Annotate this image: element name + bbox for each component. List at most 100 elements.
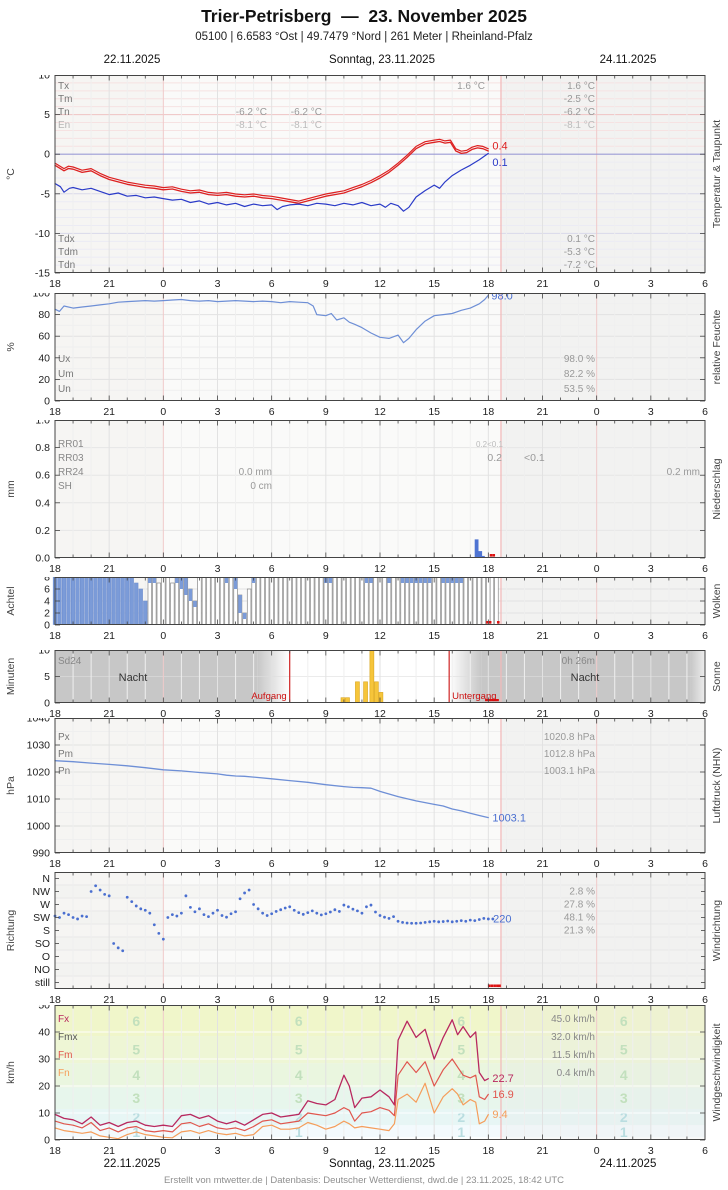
svg-text:Tdm: Tdm [58, 247, 78, 258]
svg-text:6: 6 [702, 406, 708, 418]
svg-text:0.1: 0.1 [492, 157, 507, 169]
svg-text:10: 10 [38, 650, 50, 657]
svg-text:0: 0 [160, 563, 166, 575]
svg-text:21: 21 [537, 994, 549, 1006]
svg-text:98.0: 98.0 [491, 293, 512, 302]
svg-text:0: 0 [594, 1145, 600, 1157]
svg-text:18: 18 [482, 563, 494, 575]
svg-text:Um: Um [58, 369, 74, 380]
svg-text:12: 12 [374, 563, 386, 575]
svg-text:still: still [35, 977, 50, 989]
svg-text:40: 40 [38, 1027, 50, 1039]
svg-text:12: 12 [374, 630, 386, 642]
svg-text:3: 3 [648, 708, 654, 720]
svg-text:0: 0 [594, 563, 600, 575]
svg-text:15: 15 [428, 994, 440, 1006]
svg-text:0: 0 [44, 620, 50, 632]
svg-text:1: 1 [295, 1124, 303, 1140]
svg-text:Tn: Tn [58, 107, 70, 118]
svg-text:0: 0 [594, 278, 600, 290]
svg-text:18: 18 [49, 563, 61, 575]
svg-text:2: 2 [457, 1109, 465, 1125]
svg-text:18: 18 [49, 278, 61, 290]
svg-text:Fn: Fn [58, 1068, 70, 1079]
svg-text:Tx: Tx [58, 81, 69, 92]
panel-pressure: Px 1020.8 hPa Pm 1012.8 hPa Pn 1003.1 hPa 1003… [5, 718, 723, 870]
date-right-top: 24.11.2025 [599, 54, 657, 66]
svg-text:18: 18 [482, 406, 494, 418]
svg-text:21: 21 [537, 858, 549, 870]
svg-text:15: 15 [428, 1145, 440, 1157]
svg-text:0: 0 [160, 278, 166, 290]
svg-text:S: S [43, 925, 50, 937]
svg-text:9: 9 [323, 708, 329, 720]
svg-text:W: W [40, 899, 50, 911]
svg-text:Tdx: Tdx [58, 234, 75, 245]
svg-text:0: 0 [44, 698, 50, 710]
svg-text:21: 21 [103, 278, 115, 290]
svg-text:4: 4 [295, 1067, 303, 1083]
svg-text:1012.8 hPa: 1012.8 hPa [544, 749, 596, 760]
svg-text:km/h: km/h [5, 1061, 17, 1084]
svg-text:3: 3 [648, 278, 654, 290]
svg-text:Fx: Fx [58, 1014, 69, 1025]
svg-text:0: 0 [594, 630, 600, 642]
svg-text:Fmx: Fmx [58, 1032, 77, 1043]
svg-text:Nacht: Nacht [119, 672, 148, 684]
svg-text:0.0: 0.0 [35, 553, 50, 565]
svg-text:30: 30 [38, 1054, 50, 1066]
svg-text:0: 0 [594, 708, 600, 720]
svg-text:18: 18 [49, 406, 61, 418]
svg-text:1.6 °C: 1.6 °C [567, 81, 595, 92]
svg-text:10: 10 [38, 75, 50, 82]
svg-text:20: 20 [38, 1081, 50, 1093]
svg-text:N: N [42, 873, 50, 885]
svg-text:0: 0 [44, 1135, 50, 1147]
svg-text:3: 3 [648, 563, 654, 575]
svg-text:1040: 1040 [27, 718, 51, 725]
svg-text:5: 5 [457, 1042, 465, 1058]
svg-text:48.1 %: 48.1 % [564, 913, 595, 924]
svg-text:Pn: Pn [58, 766, 70, 777]
svg-text:9: 9 [323, 994, 329, 1006]
svg-text:relative Feuchte: relative Feuchte [711, 309, 723, 384]
svg-text:80: 80 [38, 309, 50, 321]
svg-text:Temperatur & Taupunkt: Temperatur & Taupunkt [711, 120, 723, 228]
svg-text:NW: NW [33, 886, 51, 898]
svg-text:9: 9 [323, 406, 329, 418]
svg-text:2: 2 [132, 1109, 140, 1125]
svg-text:1: 1 [620, 1124, 628, 1140]
svg-text:15: 15 [428, 563, 440, 575]
svg-text:21.3 %: 21.3 % [564, 926, 595, 937]
svg-text:1.0: 1.0 [35, 420, 50, 427]
svg-text:-10: -10 [35, 228, 50, 240]
svg-text:-8.1 °C: -8.1 °C [564, 120, 595, 131]
svg-text:53.5 %: 53.5 % [564, 384, 595, 395]
svg-text:11.5 km/h: 11.5 km/h [552, 1050, 595, 1061]
svg-text:Fm: Fm [58, 1050, 72, 1061]
svg-text:40: 40 [38, 352, 50, 364]
svg-text:20: 20 [38, 374, 50, 386]
svg-text:0.2: 0.2 [487, 452, 502, 464]
svg-text:18: 18 [482, 1145, 494, 1157]
svg-text:21: 21 [103, 406, 115, 418]
svg-text:3: 3 [457, 1090, 465, 1106]
svg-text:1: 1 [457, 1124, 465, 1140]
svg-text:18: 18 [49, 708, 61, 720]
svg-text:5: 5 [44, 109, 50, 121]
svg-text:-7.2 °C: -7.2 °C [564, 260, 595, 271]
svg-text:15: 15 [428, 278, 440, 290]
svg-text:Windrichtung: Windrichtung [711, 900, 723, 961]
svg-text:27.8 %: 27.8 % [564, 900, 595, 911]
svg-text:6: 6 [269, 858, 275, 870]
svg-text:4: 4 [457, 1067, 465, 1083]
svg-text:°C: °C [5, 168, 17, 180]
svg-text:6: 6 [702, 630, 708, 642]
svg-text:22.7: 22.7 [492, 1073, 513, 1085]
svg-text:NO: NO [34, 964, 50, 976]
svg-text:%: % [5, 342, 17, 351]
svg-text:21: 21 [103, 630, 115, 642]
svg-text:Pm: Pm [58, 749, 73, 760]
svg-text:18: 18 [482, 994, 494, 1006]
